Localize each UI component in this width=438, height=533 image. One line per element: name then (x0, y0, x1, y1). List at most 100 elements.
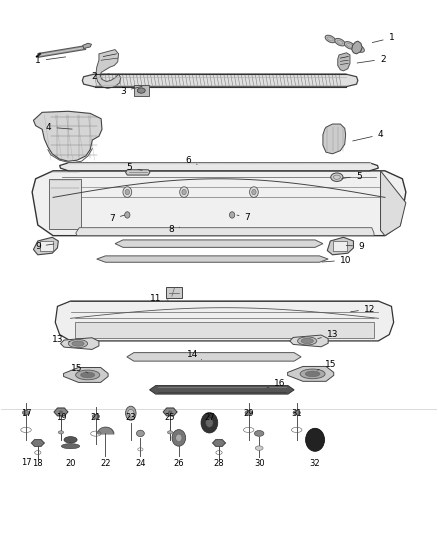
Ellipse shape (167, 431, 173, 434)
Polygon shape (76, 228, 374, 236)
Ellipse shape (168, 411, 172, 413)
Polygon shape (64, 368, 108, 382)
Text: 4: 4 (353, 130, 383, 141)
Ellipse shape (92, 414, 99, 418)
Text: 31: 31 (291, 409, 302, 418)
Text: 27: 27 (204, 413, 215, 422)
Ellipse shape (138, 88, 145, 93)
Ellipse shape (297, 337, 317, 345)
Polygon shape (381, 171, 406, 236)
Polygon shape (33, 111, 102, 161)
Ellipse shape (64, 437, 77, 443)
Circle shape (230, 212, 235, 218)
Text: 30: 30 (254, 459, 265, 469)
Polygon shape (60, 163, 378, 171)
Text: 17: 17 (21, 458, 32, 467)
Text: 4: 4 (46, 123, 72, 132)
Polygon shape (150, 385, 294, 394)
Text: 32: 32 (310, 459, 320, 469)
Circle shape (172, 430, 186, 446)
Ellipse shape (301, 338, 313, 344)
Polygon shape (75, 322, 374, 338)
Circle shape (252, 189, 256, 195)
Text: 2: 2 (92, 71, 109, 80)
Text: 20: 20 (65, 459, 76, 469)
Ellipse shape (331, 173, 343, 181)
Polygon shape (327, 237, 353, 255)
Circle shape (176, 434, 182, 442)
Ellipse shape (68, 340, 88, 348)
Text: 9: 9 (346, 242, 364, 251)
Text: 5: 5 (342, 172, 362, 181)
Text: 8: 8 (168, 225, 180, 234)
Polygon shape (163, 408, 177, 416)
Polygon shape (96, 50, 121, 88)
Circle shape (123, 187, 132, 197)
Ellipse shape (344, 42, 355, 49)
Ellipse shape (22, 410, 30, 415)
Polygon shape (82, 74, 358, 87)
Polygon shape (60, 338, 99, 350)
Bar (333, 241, 347, 251)
Text: 1: 1 (35, 56, 66, 65)
Circle shape (306, 429, 325, 451)
Polygon shape (33, 237, 58, 255)
Polygon shape (288, 367, 334, 381)
Text: 17: 17 (21, 409, 32, 418)
Text: 11: 11 (150, 294, 168, 303)
Text: 26: 26 (173, 459, 184, 469)
Ellipse shape (72, 341, 84, 346)
Bar (134, 85, 149, 96)
Polygon shape (97, 256, 328, 262)
Circle shape (201, 413, 218, 433)
Bar (40, 241, 53, 251)
Ellipse shape (59, 411, 63, 413)
Text: 15: 15 (71, 364, 88, 373)
Polygon shape (290, 335, 328, 347)
Text: 5: 5 (127, 163, 142, 172)
Text: 29: 29 (244, 409, 254, 418)
Text: 18: 18 (32, 459, 43, 469)
Ellipse shape (58, 431, 64, 434)
Polygon shape (213, 440, 225, 446)
Ellipse shape (81, 372, 95, 378)
Ellipse shape (354, 45, 364, 52)
Ellipse shape (76, 370, 100, 380)
Text: 19: 19 (56, 413, 66, 422)
Text: 21: 21 (91, 413, 101, 422)
Text: 7: 7 (237, 213, 250, 222)
Text: 22: 22 (100, 459, 111, 469)
Text: 13: 13 (318, 330, 338, 339)
Polygon shape (115, 240, 323, 247)
Polygon shape (55, 301, 394, 341)
Text: 14: 14 (187, 350, 201, 360)
Circle shape (180, 187, 188, 197)
Circle shape (206, 418, 213, 427)
Polygon shape (54, 408, 68, 416)
Text: 6: 6 (186, 156, 197, 165)
Text: 24: 24 (135, 459, 146, 469)
Circle shape (125, 212, 130, 218)
Text: 3: 3 (120, 86, 142, 95)
Ellipse shape (126, 406, 136, 420)
Text: 23: 23 (126, 413, 136, 422)
Ellipse shape (254, 431, 264, 437)
Polygon shape (83, 43, 92, 49)
Ellipse shape (293, 410, 300, 415)
Polygon shape (126, 169, 150, 175)
Text: 9: 9 (35, 242, 54, 251)
Text: 12: 12 (350, 304, 375, 313)
Bar (166, 287, 182, 298)
Ellipse shape (300, 369, 325, 379)
Text: 10: 10 (322, 256, 351, 264)
Ellipse shape (245, 410, 252, 415)
Ellipse shape (255, 446, 263, 450)
Text: 13: 13 (52, 335, 70, 344)
Ellipse shape (127, 409, 134, 417)
Polygon shape (32, 440, 44, 446)
Ellipse shape (305, 371, 320, 377)
Polygon shape (32, 171, 406, 236)
Polygon shape (49, 179, 81, 229)
Ellipse shape (325, 35, 336, 43)
Circle shape (125, 189, 130, 195)
